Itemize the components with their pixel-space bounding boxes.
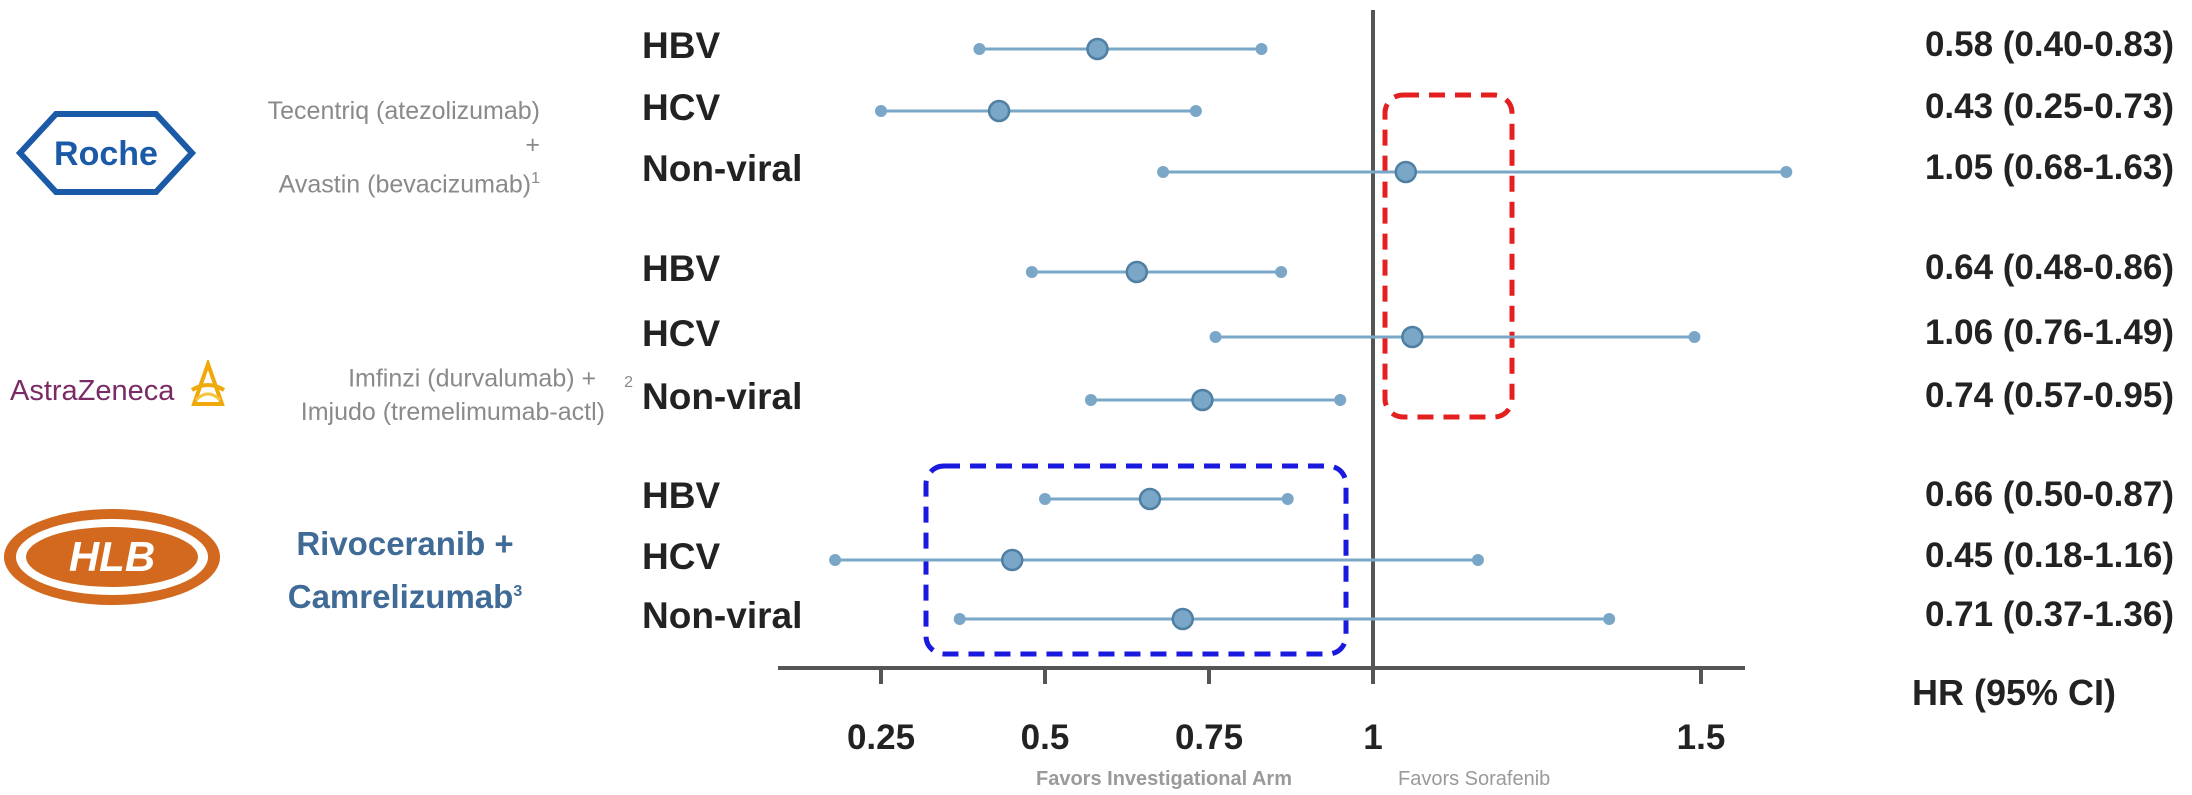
- ci-endpoint: [1039, 493, 1051, 505]
- hr-ci-text: 0.64 (0.48-0.86): [1924, 248, 2174, 287]
- ci-endpoint: [1603, 613, 1616, 625]
- ci-endpoint: [1189, 105, 1202, 117]
- favors-left-label: Favors Investigational Arm: [1036, 768, 1292, 790]
- ci-endpoint: [1688, 331, 1701, 343]
- ci-endpoint: [829, 554, 842, 566]
- ci-endpoint: [1084, 394, 1097, 406]
- roche-logo: Roche: [16, 111, 196, 195]
- hlb-logo: HLB: [4, 509, 220, 605]
- favors-right-label: Favors Sorafenib: [1398, 768, 1551, 790]
- hr-point: [1394, 160, 1418, 184]
- ci-endpoint: [1255, 43, 1268, 55]
- group-regimen-hlb: Rivoceranib + Camrelizumab3: [280, 520, 530, 621]
- regimen-line: Imfinzi (durvalumab) +2: [348, 364, 633, 393]
- subgroup-label: Non-viral: [642, 595, 803, 636]
- hlb-logo-text: HLB: [69, 533, 155, 580]
- subgroup-label: Non-viral: [642, 376, 803, 417]
- ci-endpoint: [1209, 331, 1222, 343]
- regimen-line: Rivoceranib +: [296, 525, 514, 562]
- ci-endpoint: [1281, 493, 1294, 505]
- astrazeneca-logo: AstraZeneca: [10, 360, 226, 407]
- hr-ci-text: 0.45 (0.18-1.16): [1924, 536, 2174, 575]
- astrazeneca-logo-text: AstraZeneca: [10, 375, 175, 407]
- subgroup-label: HBV: [642, 25, 721, 66]
- ci-endpoint: [1025, 266, 1038, 278]
- hr-point: [1138, 487, 1162, 511]
- subgroup-label: HCV: [642, 87, 721, 128]
- ci-endpoint: [1780, 166, 1793, 178]
- hr-ci-text: 1.06 (0.76-1.49): [1924, 313, 2174, 352]
- regimen-line: Camrelizumab3: [287, 578, 523, 615]
- x-tick-label: 0.75: [1174, 718, 1244, 757]
- hr-point: [987, 99, 1011, 123]
- subgroup-label: HCV: [642, 313, 721, 354]
- group-regimen-roche: Tecentriq (atezolizumab) + Avastin (beva…: [250, 94, 540, 201]
- regimen-line: Imjudo (tremelimumab-actl): [300, 398, 605, 427]
- hr-point: [1086, 37, 1109, 61]
- ci-endpoint: [1334, 394, 1347, 406]
- hr-point: [1401, 325, 1424, 349]
- footnote-marker: 1: [531, 170, 540, 187]
- x-tick-label: 1: [1363, 718, 1383, 757]
- x-tick-label: 0.5: [1020, 718, 1070, 757]
- ci-endpoint: [953, 613, 966, 625]
- hr-ci-text: 1.05 (0.68-1.63): [1924, 148, 2174, 187]
- subgroup-label: HCV: [642, 536, 721, 577]
- ci-endpoint: [875, 105, 887, 117]
- hr-ci-text: 0.71 (0.37-1.36): [1924, 595, 2174, 634]
- x-axis-title: HR (95% CI): [1912, 672, 2117, 713]
- ci-endpoint: [973, 43, 986, 55]
- hr-ci-text: 0.43 (0.25-0.73): [1924, 87, 2174, 126]
- x-tick-label: 0.25: [846, 718, 916, 757]
- hr-point: [1171, 607, 1195, 631]
- footnote-marker: 2: [624, 374, 633, 391]
- hr-ci-text: 0.74 (0.57-0.95): [1924, 376, 2174, 415]
- roche-logo-text: Roche: [54, 135, 158, 173]
- ci-endpoint: [1471, 554, 1484, 566]
- ci-endpoint: [1157, 166, 1170, 178]
- subgroup-label: HBV: [642, 248, 721, 289]
- hr-point: [1000, 548, 1024, 572]
- highlight-box-red: [1382, 92, 1515, 420]
- ci-endpoint: [1275, 266, 1288, 278]
- subgroup-label: HBV: [642, 475, 721, 516]
- subgroup-label: Non-viral: [642, 148, 803, 189]
- hr-ci-text: 0.66 (0.50-0.87): [1924, 475, 2174, 514]
- group-regimen-astrazeneca: Imfinzi (durvalumab) +2 Imjudo (tremelim…: [250, 356, 633, 429]
- hr-point: [1191, 388, 1214, 412]
- regimen-line: Tecentriq (atezolizumab) +: [267, 97, 540, 159]
- x-tick-label: 1.5: [1676, 718, 1726, 757]
- footnote-marker: 3: [513, 583, 523, 600]
- astrazeneca-symbol: [190, 360, 226, 406]
- hr-ci-text: 0.58 (0.40-0.83): [1924, 25, 2174, 64]
- regimen-line: Avastin (bevacizumab)1: [278, 170, 540, 199]
- hr-point: [1125, 260, 1149, 284]
